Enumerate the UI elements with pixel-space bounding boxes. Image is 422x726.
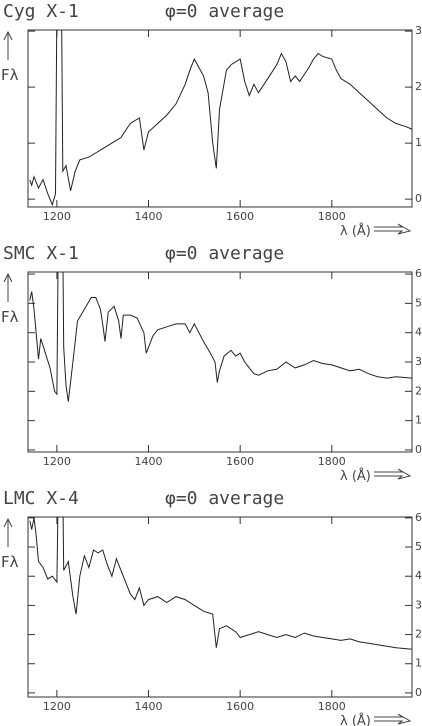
y-tick-label: 0 xyxy=(415,192,422,205)
x-arrow xyxy=(374,468,412,480)
x-tick-label: 1400 xyxy=(135,455,163,468)
y-tick-label: 4 xyxy=(415,569,422,582)
y-tick-label: 5 xyxy=(415,540,422,553)
y-tick-label: 4 xyxy=(415,326,422,339)
x-tick-label: 1800 xyxy=(318,455,346,468)
y-arrow-head xyxy=(3,30,13,41)
x-tick-label: 1400 xyxy=(135,700,163,713)
plot-frame xyxy=(27,29,413,208)
panel-title: LMC X-4 xyxy=(3,488,79,509)
x-tick-label: 1600 xyxy=(226,210,254,223)
x-axis-label: λ (Å) xyxy=(340,468,371,484)
x-arrow xyxy=(374,223,412,235)
x-arrow xyxy=(374,713,412,725)
x-tick-label: 1600 xyxy=(226,700,254,713)
y-tick-label: 3 xyxy=(415,598,422,611)
y-axis-label: Fλ xyxy=(1,308,19,326)
panel-subtitle: φ=0 average xyxy=(165,488,284,509)
y-tick-label: 2 xyxy=(415,628,422,641)
y-tick-label: 3 xyxy=(415,355,422,368)
y-arrow-head xyxy=(3,517,13,528)
panel-subtitle: φ=0 average xyxy=(165,243,284,264)
x-tick-label: 1200 xyxy=(43,455,71,468)
x-tick-label: 1200 xyxy=(43,700,71,713)
y-tick-label: 1 xyxy=(415,657,422,670)
y-tick-label: 6 xyxy=(415,267,422,280)
y-tick-label: 1 xyxy=(415,136,422,149)
y-tick-label: 2 xyxy=(415,384,422,397)
y-axis-label: Fλ xyxy=(1,553,19,571)
y-arrow-head xyxy=(3,272,13,283)
y-tick-label: 6 xyxy=(415,511,422,524)
x-axis-label: λ (Å) xyxy=(340,713,371,726)
y-tick-label: 2 xyxy=(415,80,422,93)
x-axis-label: λ (Å) xyxy=(340,223,371,239)
y-tick-label: 3 xyxy=(415,24,422,37)
x-tick-label: 1800 xyxy=(318,210,346,223)
x-tick-label: 1400 xyxy=(135,210,163,223)
y-tick-label: 1 xyxy=(415,414,422,427)
y-axis-label: Fλ xyxy=(1,66,19,84)
spectrum-line xyxy=(29,272,412,402)
x-tick-label: 1200 xyxy=(43,210,71,223)
x-tick-label: 1800 xyxy=(318,700,346,713)
spectrum-line xyxy=(29,517,412,650)
panel-title: SMC X-1 xyxy=(3,243,79,264)
y-tick-label: 5 xyxy=(415,296,422,309)
y-tick-label: 0 xyxy=(415,686,422,699)
panel-subtitle: φ=0 average xyxy=(165,1,284,22)
y-tick-label: 0 xyxy=(415,443,422,456)
spectrum-line xyxy=(29,30,412,207)
plot-frame xyxy=(27,516,413,698)
panel-title: Cyg X-1 xyxy=(3,1,79,22)
plot-frame xyxy=(27,271,413,453)
x-tick-label: 1600 xyxy=(226,455,254,468)
